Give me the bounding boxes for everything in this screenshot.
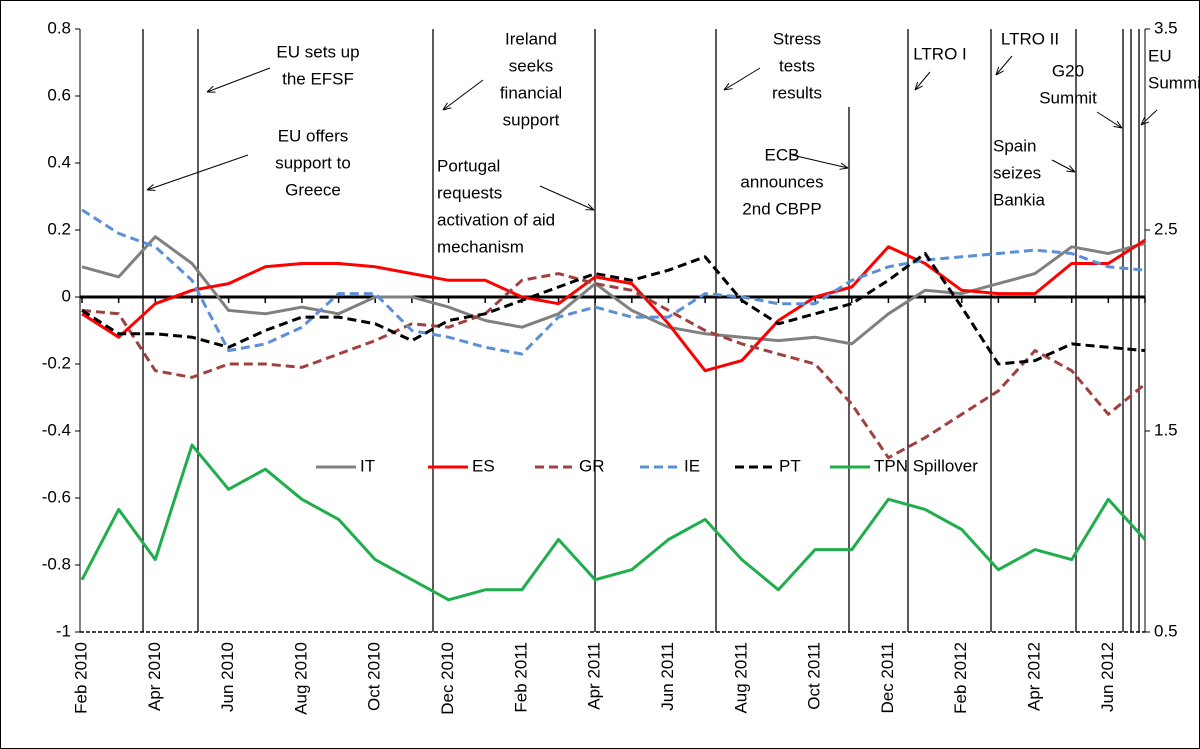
annotation: G20 [1052, 61, 1084, 80]
y-tick-label: -0.4 [42, 420, 71, 439]
y-tick-label: 0.6 [47, 85, 71, 104]
annotation: support to [275, 153, 351, 172]
y2-tick-label: 3.5 [1154, 18, 1178, 37]
annotation: tests [779, 56, 815, 75]
annotation: EU offers [278, 126, 349, 145]
annotation-arrow [996, 55, 1013, 75]
annotation: ECB [765, 145, 800, 164]
annotation: Stress [773, 29, 821, 48]
annotation: support [503, 110, 560, 129]
annotation-arrow [724, 67, 761, 90]
legend-label: TPN Spillover [874, 456, 978, 475]
x-tick-label: Jun 2011 [658, 642, 677, 711]
annotation: seeks [509, 56, 553, 75]
annotation-arrow [1096, 111, 1122, 128]
annotation: financial [500, 83, 562, 102]
annotation: Spain [993, 136, 1036, 155]
y-tick-label: -0.8 [42, 554, 71, 573]
legend-label: IE [684, 456, 700, 475]
series-line [80, 443, 1147, 602]
annotation: Greece [285, 180, 341, 199]
annotation: results [772, 83, 822, 102]
x-tick-label: Apr 2011 [585, 642, 604, 710]
annotation: activation of aid [437, 210, 555, 229]
x-tick-label: Aug 2010 [291, 642, 310, 715]
annotation-arrow [1141, 109, 1158, 125]
annotation-arrow [539, 185, 594, 210]
y-tick-label: 0 [62, 286, 71, 305]
x-tick-label: Feb 2012 [951, 642, 970, 714]
series-line [81, 272, 1146, 460]
x-tick-label: Oct 2011 [805, 642, 824, 710]
x-tick-label: Aug 2011 [731, 642, 750, 714]
legend-label: ES [472, 456, 495, 475]
annotation: EU [1148, 46, 1172, 65]
annotation: seizes [993, 163, 1041, 182]
annotation: Portugal [437, 156, 500, 175]
x-tick-label: Dec 2010 [438, 642, 457, 715]
x-tick-label: Apr 2012 [1025, 642, 1044, 711]
y2-tick-label: 1.5 [1154, 420, 1178, 439]
annotation: LTRO II [1001, 29, 1059, 48]
legend-label: GR [579, 456, 605, 475]
series-line [81, 252, 1146, 366]
x-tick-label: Jun 2012 [1098, 642, 1117, 712]
y2-tick-label: 2.5 [1154, 219, 1178, 238]
x-tick-label: Apr 2010 [145, 642, 164, 711]
annotation: Summit [1039, 88, 1097, 107]
annotation: Summit [1148, 73, 1200, 92]
y-tick-label: 0.8 [47, 18, 71, 37]
x-tick-label: Oct 2010 [365, 642, 384, 711]
annotation: 2nd CBPP [742, 199, 821, 218]
annotation-arrow [147, 154, 249, 190]
annotation: requests [437, 183, 502, 202]
legend-label: IT [360, 456, 375, 475]
y-tick-label: 0.2 [47, 219, 71, 238]
x-tick-label: Dec 2011 [878, 642, 897, 714]
series-line [81, 238, 1146, 373]
annotation: mechanism [437, 237, 524, 256]
series-line [81, 208, 1146, 356]
y-tick-label: -1 [56, 621, 71, 640]
x-tick-label: Jun 2010 [218, 642, 237, 712]
annotation: Ireland [505, 29, 557, 48]
x-tick-label: Feb 2010 [71, 642, 90, 714]
annotation-arrow [791, 154, 848, 168]
annotation: announces [740, 172, 823, 191]
annotation: the EFSF [282, 69, 354, 88]
legend-label: PT [779, 456, 801, 475]
y-tick-label: -0.2 [42, 353, 71, 372]
annotation: Bankia [993, 190, 1046, 209]
annotation-arrow [1051, 159, 1075, 172]
x-tick-label: Feb 2011 [511, 642, 530, 713]
annotation: EU sets up [276, 42, 359, 61]
annotation-arrow [915, 71, 931, 90]
annotation: LTRO I [913, 44, 967, 63]
y2-tick-label: 0.5 [1154, 621, 1178, 640]
annotation-arrow [443, 79, 484, 110]
annotation-arrow [207, 67, 271, 92]
y-tick-label: 0.4 [47, 152, 71, 171]
y-tick-label: -0.6 [42, 487, 71, 506]
